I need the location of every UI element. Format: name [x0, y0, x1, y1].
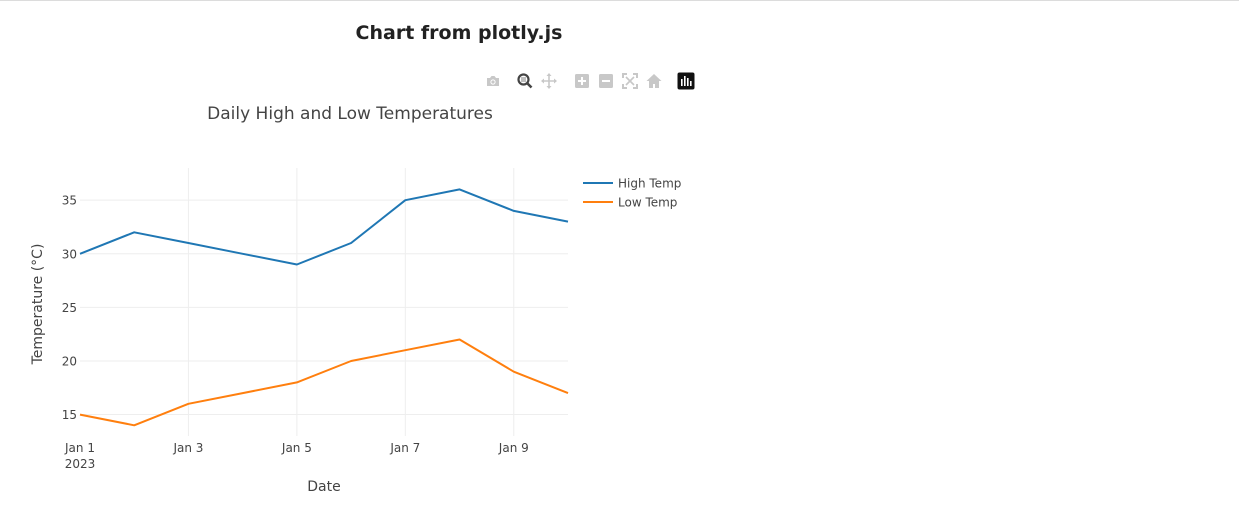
x-tick-label: Jan 7 — [389, 441, 420, 455]
zoom-icon[interactable] — [516, 72, 534, 90]
autoscale-icon[interactable] — [621, 72, 639, 90]
x-tick-label: Jan 3 — [172, 441, 203, 455]
x-tick-label: Jan 9 — [498, 441, 529, 455]
y-tick-label: 35 — [62, 194, 77, 208]
series-line-1 — [79, 338, 569, 427]
legend[interactable]: High Temp Low Temp — [583, 177, 681, 210]
chart-title: Daily High and Low Temperatures — [207, 104, 493, 124]
page-title: Chart from plotly.js — [355, 22, 563, 44]
y-tick-label: 15 — [62, 408, 77, 422]
pan-icon[interactable] — [540, 72, 558, 90]
series-line-0 — [79, 188, 569, 266]
y-axis-title: Temperature (°C) — [30, 244, 46, 366]
camera-icon[interactable] — [484, 72, 502, 90]
home-icon[interactable] — [645, 72, 663, 90]
zoom-in-icon[interactable] — [573, 72, 591, 90]
y-tick-label: 25 — [62, 301, 77, 315]
x-axis-ticks: Jan 1 2023 Jan 3 Jan 5 Jan 7 Jan 9 — [64, 441, 529, 471]
legend-label: Low Temp — [618, 196, 677, 210]
x-tick-sublabel: 2023 — [65, 457, 96, 471]
legend-label: High Temp — [618, 177, 681, 191]
y-tick-label: 30 — [62, 247, 77, 261]
y-axis-ticks: 15 20 25 30 35 — [62, 194, 77, 422]
legend-item[interactable]: Low Temp — [583, 196, 677, 210]
grid — [80, 168, 568, 436]
x-axis-title: Date — [307, 479, 340, 495]
x-tick-label: Jan 5 — [281, 441, 312, 455]
zoom-out-icon[interactable] — [597, 72, 615, 90]
legend-item[interactable]: High Temp — [583, 177, 681, 191]
series-lines — [79, 188, 569, 427]
plotly-logo-icon[interactable] — [677, 72, 695, 90]
x-tick-label: Jan 1 — [64, 441, 95, 455]
y-tick-label: 20 — [62, 354, 77, 368]
top-divider — [0, 0, 1239, 1]
